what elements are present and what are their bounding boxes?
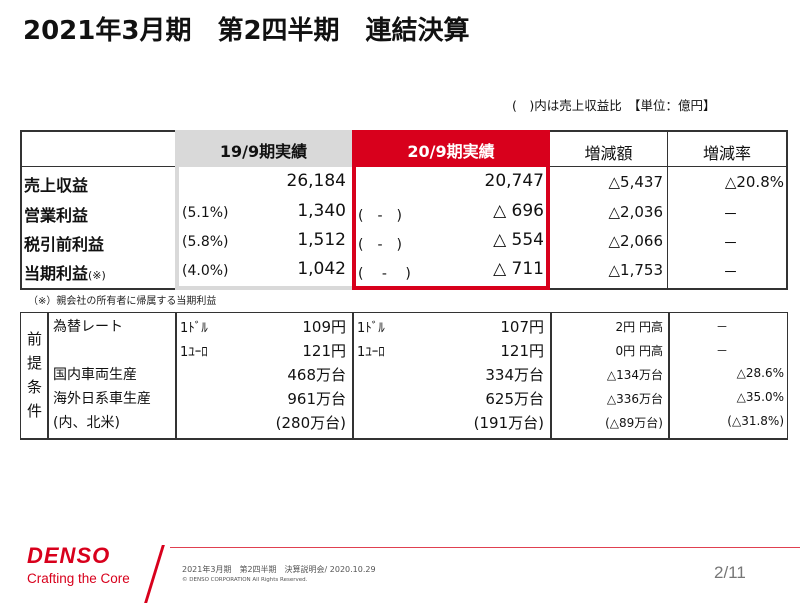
group-char: 提: [27, 354, 43, 372]
change-value: (△89万台): [605, 416, 663, 430]
col-divider: [668, 312, 670, 440]
prev-value: 1,042: [297, 259, 346, 279]
rate-value: －: [722, 263, 738, 281]
curr-unit: 1ﾄﾞﾙ: [357, 321, 385, 336]
header-prev: 19/9期実績: [219, 142, 308, 161]
group-char: 条: [27, 378, 43, 396]
curr-value: 334万台: [485, 366, 544, 384]
prev-margin: (4.0%): [182, 263, 229, 279]
prev-value: 961万台: [287, 390, 346, 408]
rate-value: △35.0%: [736, 390, 784, 404]
page-number: 2/11: [714, 563, 746, 582]
header-blank-cell: [20, 130, 175, 167]
change-value: △2,066: [608, 232, 663, 250]
footer-event: 2021年3月期 第2四半期 決算説明会/ 2020.10.29: [182, 565, 376, 574]
curr-margin: ( - ): [358, 266, 411, 282]
header-change: 増減額: [584, 144, 633, 163]
rate-value: (△31.8%): [727, 414, 784, 428]
curr-value: △ 554: [493, 230, 544, 250]
prev-value: 121円: [302, 342, 346, 360]
group-char: 件: [27, 402, 43, 420]
prev-value: 26,184: [286, 171, 346, 191]
group-divider: [47, 312, 49, 440]
curr-value: 107円: [500, 318, 544, 336]
rate-value: －: [715, 344, 728, 358]
curr-value: 625万台: [485, 390, 544, 408]
rate-value: △28.6%: [736, 366, 784, 380]
prev-margin: (5.1%): [182, 205, 229, 221]
rate-value: －: [722, 234, 738, 252]
prev-value: 1,512: [297, 230, 346, 250]
header-curr: 20/9期実績: [407, 142, 495, 161]
prev-column: [175, 167, 352, 290]
change-value: △5,437: [608, 173, 663, 191]
page-title: 2021年3月期 第2四半期 連結決算: [23, 16, 470, 46]
row-label: 為替レート: [53, 319, 123, 335]
curr-margin: ( - ): [358, 208, 402, 224]
row-label: (内、北米): [53, 415, 120, 431]
rate-value: －: [722, 205, 738, 223]
curr-unit: 1ﾕｰﾛ: [357, 345, 385, 360]
change-value: 2円 円高: [615, 320, 663, 334]
footer-copyright: © DENSO CORPORATION All Rights Reserved.: [182, 577, 308, 583]
prev-value: 109円: [302, 318, 346, 336]
change-value: △134万台: [606, 368, 663, 382]
prev-unit: 1ﾕｰﾛ: [180, 345, 208, 360]
row-label: 当期利益(※): [24, 264, 106, 283]
row-label: 売上収益: [24, 176, 89, 195]
results-table: 19/9期実績 20/9期実績 増減額 増減率 売上収益 26,184 20,7…: [20, 130, 788, 290]
row-label: 国内車両生産: [53, 367, 137, 383]
row-label: 営業利益: [24, 206, 89, 225]
header-curr-cell: 20/9期実績: [352, 130, 550, 167]
change-value: △1,753: [608, 261, 663, 279]
label-column: [20, 167, 175, 290]
curr-value: 20,747: [484, 171, 544, 191]
rate-column: [668, 167, 788, 290]
change-value: 0円 円高: [615, 344, 663, 358]
curr-value: 121円: [500, 342, 544, 360]
row-label: 税引前利益: [24, 235, 105, 254]
denso-logo: DENSO: [27, 543, 111, 568]
col-divider: [175, 312, 177, 440]
rate-value: △20.8%: [724, 173, 784, 191]
assumptions-frame: [20, 312, 788, 440]
prev-value: 1,340: [297, 201, 346, 221]
rate-value: －: [715, 320, 728, 334]
change-value: △2,036: [608, 203, 663, 221]
change-column: [550, 167, 668, 290]
prev-margin: (5.8%): [182, 234, 229, 250]
unit-note: ( )内は売上収益比 【単位：億円】: [512, 98, 716, 113]
logo-tagline: Crafting the Core: [27, 571, 130, 586]
row-label: 海外日系車生産: [53, 391, 151, 407]
header-prev-cell: 19/9期実績: [175, 130, 352, 167]
header-rate: 増減率: [702, 144, 751, 163]
col-divider: [550, 312, 552, 440]
brand-slash-decoration: [144, 545, 165, 603]
assumptions-table: 前 提 条 件 為替レート 1ﾄﾞﾙ 109円 1ﾄﾞﾙ 107円 2円 円高 …: [20, 312, 788, 440]
curr-value: △ 711: [493, 259, 544, 279]
col-divider: [352, 312, 354, 440]
header-rate-cell: 増減率: [668, 130, 788, 167]
prev-value: 468万台: [287, 366, 346, 384]
change-value: △336万台: [606, 392, 663, 406]
curr-value: △ 696: [493, 201, 544, 221]
group-char: 前: [27, 330, 43, 348]
prev-unit: 1ﾄﾞﾙ: [180, 321, 208, 336]
curr-value: (191万台): [473, 414, 544, 432]
footer-divider: [170, 547, 800, 548]
prev-value: (280万台): [275, 414, 346, 432]
curr-margin: ( - ): [358, 237, 402, 253]
footnote: （※）親会社の所有者に帰属する当期利益: [28, 296, 217, 307]
curr-column-frame: [352, 167, 550, 290]
header-change-cell: 増減額: [550, 130, 668, 167]
